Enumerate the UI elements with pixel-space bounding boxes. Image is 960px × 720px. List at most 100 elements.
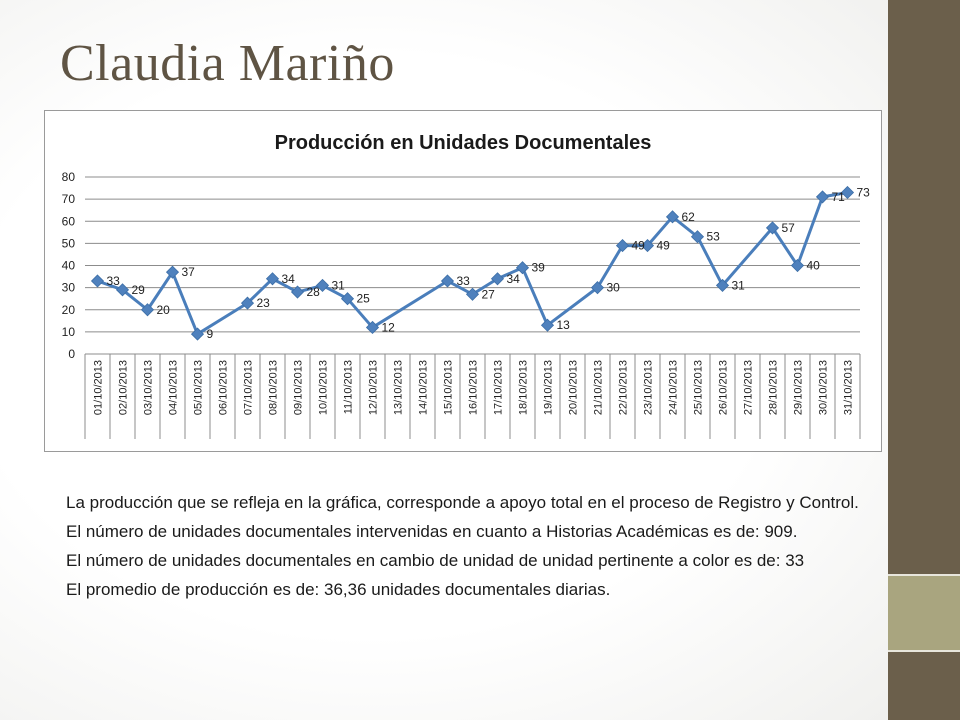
y-tick-label: 10	[62, 325, 76, 339]
data-point-marker	[815, 190, 830, 204]
paragraph-promedio: El promedio de producción es de: 36,36 u…	[66, 580, 611, 599]
x-tick-label: 27/10/2013	[743, 360, 755, 415]
x-tick-label: 07/10/2013	[243, 360, 255, 415]
chart-title: Producción en Unidades Documentales	[275, 132, 652, 154]
x-tick-label: 03/10/2013	[143, 360, 155, 415]
data-label: 34	[507, 272, 521, 286]
x-tick-label: 13/10/2013	[393, 360, 405, 415]
body-text: La producción que se refleja en la gráfi…	[66, 488, 886, 604]
data-label: 49	[632, 239, 646, 253]
data-label: 49	[657, 239, 671, 253]
chart-frame: Producción en Unidades Documentales 0 10 2…	[44, 110, 882, 452]
x-tick-label: 15/10/2013	[443, 360, 455, 415]
x-axis-tick-labels: 01/10/2013 02/10/2013 03/10/2013 04/10/2013…	[93, 360, 855, 415]
data-point-marker	[715, 278, 730, 292]
paragraph-registro: La producción que se refleja en la gráfi…	[66, 493, 859, 512]
data-point-marker	[640, 239, 655, 253]
data-point-marker	[365, 320, 380, 335]
data-point-marker	[440, 274, 455, 288]
data-label: 57	[782, 221, 796, 235]
data-label: 31	[732, 278, 746, 292]
data-label: 30	[607, 281, 621, 295]
x-tick-label: 22/10/2013	[618, 360, 630, 415]
y-tick-label: 80	[62, 170, 76, 184]
data-point-marker	[315, 278, 330, 292]
data-point-marker	[515, 261, 530, 275]
side-divider	[888, 650, 960, 652]
x-tick-label: 24/10/2013	[668, 360, 680, 415]
data-point-marker	[540, 318, 555, 332]
series-line	[96, 191, 848, 336]
data-label: 53	[707, 230, 721, 244]
data-label: 40	[807, 259, 821, 273]
side-accent-band-bottom	[888, 650, 960, 720]
x-tick-label: 06/10/2013	[218, 360, 230, 415]
data-point-marker	[590, 281, 605, 295]
data-label: 37	[182, 265, 196, 279]
x-tick-label: 19/10/2013	[543, 360, 555, 415]
data-point-marker	[840, 185, 855, 200]
side-divider	[888, 574, 960, 576]
x-tick-label: 21/10/2013	[593, 360, 605, 415]
data-label: 62	[682, 210, 696, 224]
data-point-marker	[115, 283, 130, 297]
x-tick-label: 26/10/2013	[718, 360, 730, 415]
x-tick-label: 31/10/2013	[843, 360, 855, 415]
x-tick-label: 17/10/2013	[493, 360, 505, 415]
x-tick-label: 18/10/2013	[518, 360, 530, 415]
y-tick-label: 70	[62, 192, 76, 206]
data-label: 25	[357, 292, 371, 306]
data-point-marker	[665, 210, 680, 224]
paragraph-cambio-unidad: El número de unidades documentales en ca…	[66, 551, 805, 570]
x-tick-label: 09/10/2013	[293, 360, 305, 415]
x-tick-label: 01/10/2013	[93, 360, 105, 415]
y-tick-label: 30	[62, 281, 76, 295]
data-label: 27	[482, 287, 496, 301]
data-point-marker	[765, 221, 780, 235]
y-tick-label: 20	[62, 303, 76, 317]
data-point-marker	[165, 265, 180, 279]
data-label: 13	[557, 318, 571, 332]
data-point-marker	[340, 292, 355, 306]
y-axis-tick-labels: 0 10 20 30 40 50 60 70 80	[62, 170, 76, 361]
data-label: 33	[457, 274, 471, 288]
x-tick-label: 29/10/2013	[793, 360, 805, 415]
x-tick-label: 10/10/2013	[318, 360, 330, 415]
x-tick-label: 11/10/2013	[343, 360, 355, 414]
data-point-marker	[240, 296, 255, 310]
data-point-marker	[290, 285, 305, 299]
data-point-marker	[790, 258, 805, 273]
x-tick-label: 02/10/2013	[118, 360, 130, 415]
line-chart: Producción en Unidades Documentales 0 10 2…	[62, 132, 871, 439]
y-tick-label: 40	[62, 259, 76, 273]
y-tick-label: 0	[68, 347, 75, 361]
data-label: 20	[157, 303, 171, 317]
y-tick-label: 60	[62, 214, 76, 228]
data-point-marker	[190, 327, 205, 341]
x-tick-label: 30/10/2013	[818, 360, 830, 415]
chart-gridlines	[84, 176, 861, 439]
data-label: 71	[832, 190, 846, 204]
data-label: 29	[132, 283, 146, 297]
y-tick-label: 50	[62, 236, 76, 250]
data-label: 23	[257, 296, 271, 310]
data-point-marker	[690, 230, 705, 244]
x-tick-label: 28/10/2013	[768, 360, 780, 415]
x-tick-label: 08/10/2013	[268, 360, 280, 415]
side-accent-band	[888, 0, 960, 576]
slide-title: Claudia Mariño	[60, 35, 395, 92]
x-tick-label: 14/10/2013	[418, 360, 430, 415]
data-label: 9	[207, 327, 214, 341]
data-label: 12	[382, 320, 396, 334]
x-tick-label: 16/10/2013	[468, 360, 480, 415]
x-tick-label: 25/10/2013	[693, 360, 705, 415]
x-tick-label: 23/10/2013	[643, 360, 655, 415]
data-label: 73	[857, 185, 871, 199]
data-point-marker	[265, 272, 280, 286]
data-point-marker	[140, 303, 155, 317]
x-tick-label: 04/10/2013	[168, 360, 180, 415]
x-tick-label: 05/10/2013	[193, 360, 205, 415]
data-label: 39	[532, 261, 546, 275]
data-labels: 33 29 20 37 9 23 34 28 31 25 12 33 27 34 39 13 30 49 49 62 5…	[107, 185, 871, 341]
series-markers	[90, 185, 855, 341]
